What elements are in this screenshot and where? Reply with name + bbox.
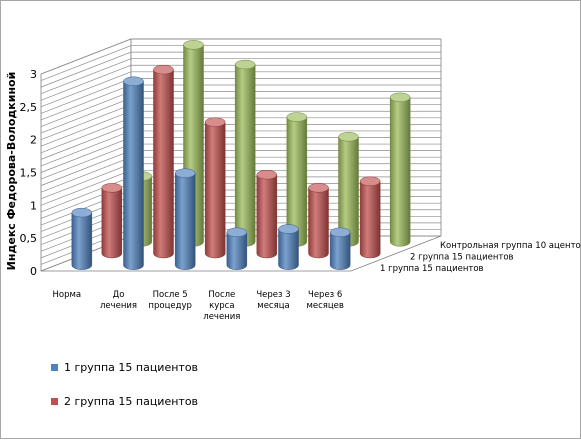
gridline (40, 58, 441, 95)
category-label: После 5 процедур (148, 290, 191, 311)
bar-cylinder (204, 117, 226, 259)
bar-body (226, 232, 248, 270)
bar-top (204, 117, 226, 127)
y-tick-label: 2,5 (20, 101, 38, 114)
bar-top (338, 132, 359, 142)
bar-cylinder (308, 183, 329, 259)
bar-body (123, 81, 144, 270)
bar-top (329, 227, 351, 238)
bar-cylinder (359, 176, 381, 259)
category-label: Норма (53, 290, 82, 300)
bar-body (101, 187, 123, 259)
series-depth-label: Контрольная группа 10 ацентов (440, 241, 581, 251)
y-tick-labels: 0 0,5 1 1,5 2 2,5 3 (20, 68, 38, 278)
bar-top (234, 59, 256, 70)
y-tick-label: 0 (30, 265, 37, 278)
bar-body (234, 64, 256, 247)
bar-top (359, 176, 381, 187)
bar-top (308, 183, 329, 193)
bar-cylinder (153, 64, 174, 259)
bar-top (286, 112, 308, 122)
bar-cylinder (123, 76, 144, 270)
bar-top (278, 224, 299, 234)
gridline (40, 64, 441, 101)
legend-swatch (51, 398, 58, 405)
y-tick-label: 3 (30, 68, 37, 81)
gridline (40, 51, 441, 88)
y-tick-label: 1 (30, 199, 37, 212)
bar-top (389, 92, 411, 103)
category-label: Через 6 месяцев (306, 290, 343, 311)
bar-cylinder (329, 227, 351, 270)
category-label: После курса лечения (203, 290, 240, 322)
bar-top (71, 207, 93, 218)
y-tick-label: 0,5 (20, 232, 38, 245)
bar-cylinder (226, 227, 248, 270)
gridline (40, 71, 441, 108)
bar-top (226, 227, 248, 238)
series-depth-label: 2 группа 15 пациентов (410, 253, 514, 263)
bar-body (204, 121, 226, 259)
bar-body (308, 187, 329, 259)
bar-body (71, 212, 93, 270)
category-label: До лечения (100, 290, 137, 311)
bar-top (101, 183, 123, 193)
bar-cylinder (286, 112, 308, 247)
bar-cylinder (101, 183, 123, 259)
legend-swatch (51, 364, 58, 371)
bar-top (256, 169, 278, 180)
bar-body (389, 97, 411, 247)
bar-cylinder (71, 207, 93, 270)
bar-top (123, 76, 144, 87)
bar-cylinder (256, 169, 278, 259)
legend-label: 2 группа 15 пациентов (64, 395, 198, 408)
bar-cylinder (174, 168, 196, 270)
category-label: Через 3 месяца (256, 290, 290, 311)
bar-body (329, 232, 351, 270)
bar-body (278, 228, 299, 270)
gridline (40, 45, 441, 81)
bar-cylinder (278, 224, 299, 270)
bar-body (359, 181, 381, 259)
chart-bars (71, 40, 411, 270)
bar-body (153, 69, 174, 259)
bar-top (153, 64, 174, 75)
y-tick-label: 1,5 (20, 167, 38, 180)
bar-body (256, 174, 278, 259)
legend-label: 1 группа 15 пациентов (64, 361, 198, 374)
series-depth-label: 1 группа 15 пациентов (380, 264, 484, 274)
bar-cylinder (234, 59, 256, 247)
bar-top (174, 168, 196, 178)
y-axis-label: Индекс Федорова-Володкиной (5, 72, 18, 271)
legend: 1 группа 15 пациентов 2 группа 15 пациент… (51, 361, 198, 408)
bar-top (183, 40, 204, 50)
bar-cylinder (389, 92, 411, 247)
y-tick-label: 2 (30, 134, 37, 147)
bar-body (174, 172, 196, 270)
gridline (40, 38, 441, 75)
category-labels: Норма До лечения После 5 процедур После курса л… (53, 290, 344, 322)
